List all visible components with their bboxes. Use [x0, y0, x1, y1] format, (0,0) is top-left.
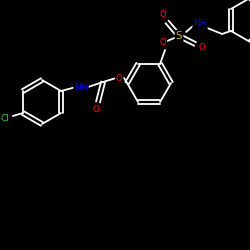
Text: O: O: [92, 104, 100, 114]
Text: Cl: Cl: [0, 114, 10, 122]
Text: O: O: [160, 38, 166, 48]
Text: S: S: [176, 31, 182, 41]
Text: O: O: [199, 44, 205, 52]
Text: O: O: [116, 74, 122, 82]
Text: O: O: [160, 10, 166, 20]
Text: NH: NH: [74, 82, 88, 92]
Text: NH: NH: [193, 20, 207, 28]
